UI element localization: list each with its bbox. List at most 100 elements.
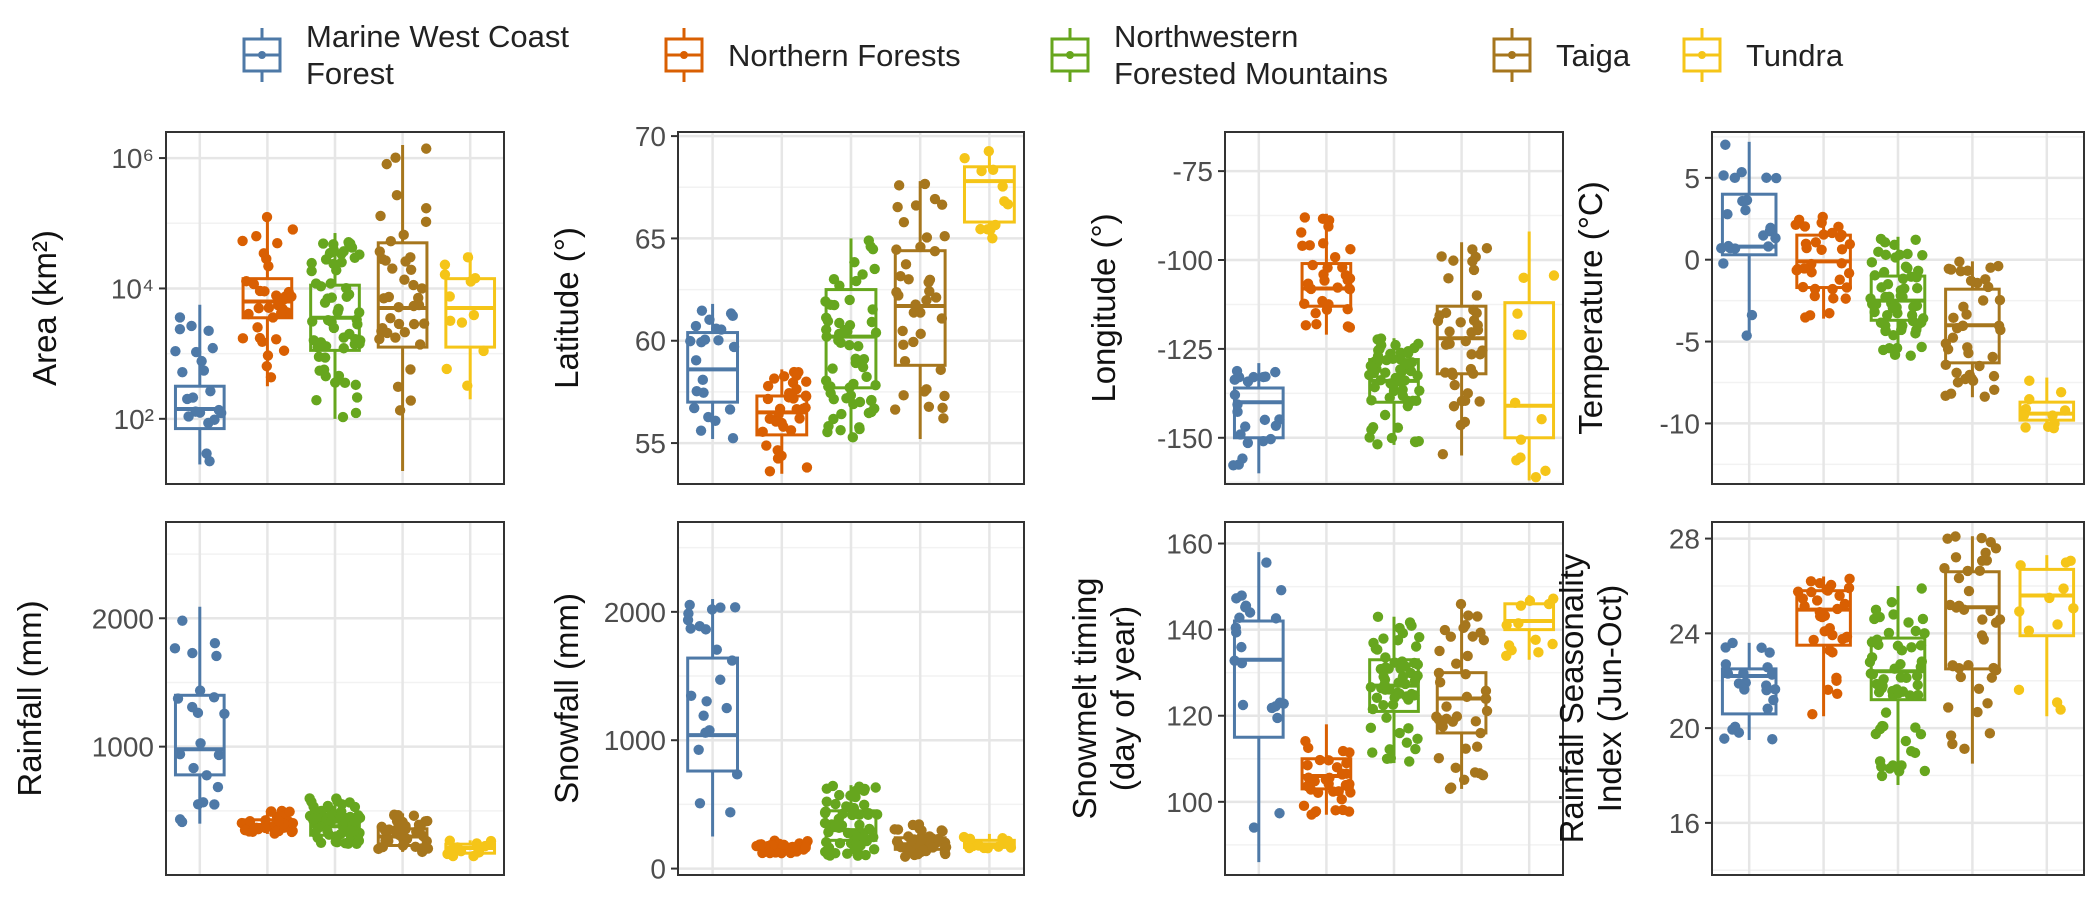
y-tick-label: 5 (1684, 163, 1700, 194)
data-point (254, 285, 266, 297)
data-point (1343, 283, 1355, 294)
data-point (1832, 603, 1843, 615)
data-point (1953, 600, 1965, 612)
data-point (1336, 794, 1347, 805)
panel-border (677, 521, 1025, 876)
data-point (444, 291, 455, 302)
data-point (1260, 371, 1271, 382)
data-point (892, 201, 903, 213)
y-axis-label: Latitude (°) (548, 227, 585, 389)
data-point (470, 272, 481, 284)
data-point (1790, 219, 1801, 230)
data-point (261, 211, 273, 223)
data-point (1824, 645, 1835, 656)
data-point (1994, 294, 2006, 306)
data-point (1985, 605, 1996, 617)
data-point (850, 353, 861, 365)
data-point (287, 818, 299, 829)
data-point (1991, 664, 2002, 676)
data-point (1729, 721, 1741, 733)
legend-item-tundra: Tundra (1680, 0, 1843, 110)
box-1 (1790, 211, 1856, 323)
data-point (1977, 614, 1988, 625)
data-point (1798, 263, 1810, 274)
box-1 (1792, 573, 1855, 720)
data-point (1976, 555, 1988, 567)
data-point (1979, 391, 1990, 402)
data-point (910, 200, 922, 211)
data-point (1763, 241, 1774, 252)
box-rect (2018, 400, 2076, 422)
box-3 (1940, 256, 2006, 402)
data-point (398, 229, 409, 241)
data-point (959, 152, 970, 164)
data-point (207, 342, 218, 354)
data-point (772, 445, 783, 456)
data-point (351, 392, 363, 403)
data-point (1819, 626, 1830, 637)
data-point (685, 335, 696, 347)
y-tick-label: -10 (1660, 408, 1700, 439)
data-point (345, 825, 356, 836)
y-tick-label: 0 (1684, 245, 1700, 276)
data-point (1515, 452, 1526, 463)
data-point (318, 364, 330, 375)
y-tick-label: 24 (1669, 618, 1700, 649)
box-1 (751, 835, 813, 859)
data-point (866, 316, 878, 328)
data-point (1840, 293, 1851, 304)
legend-label: Taiga (1556, 37, 1631, 73)
box-0 (1229, 552, 1289, 863)
data-point (828, 274, 840, 285)
data-point (332, 306, 343, 318)
data-point (858, 354, 870, 365)
data-point (1878, 266, 1890, 278)
data-point (1439, 624, 1451, 636)
data-point (485, 835, 497, 847)
data-point (1323, 221, 1334, 232)
data-point (1236, 641, 1247, 653)
y-tick-label: 1000 (604, 725, 666, 756)
box-rect (686, 331, 740, 404)
data-point (1444, 338, 1455, 350)
y-axis-label: (day of year) (1104, 606, 1141, 791)
data-point (778, 371, 790, 382)
data-point (243, 308, 254, 320)
data-point (177, 366, 188, 378)
data-point (169, 643, 181, 654)
data-point (1985, 262, 1996, 273)
data-point (254, 332, 266, 344)
data-point (1333, 786, 1344, 797)
data-point (182, 393, 193, 405)
data-point (400, 256, 411, 267)
data-point (939, 390, 950, 402)
data-point (910, 299, 921, 310)
y-tick-label: 2000 (92, 603, 154, 634)
legend-item-marine-west-coast-forest: Marine West Coast Forest (240, 0, 569, 110)
data-point (1530, 634, 1541, 646)
data-point (1378, 700, 1389, 711)
data-point (729, 602, 741, 613)
data-point (828, 413, 839, 425)
data-point (331, 793, 342, 804)
y-tick-label: 55 (635, 428, 666, 459)
data-point (1905, 271, 1917, 282)
data-point (1980, 547, 1991, 559)
legend-label: Northern Forests (728, 37, 961, 73)
data-point (1719, 733, 1730, 744)
y-tick-label: 1000 (92, 732, 154, 763)
data-point (851, 275, 862, 287)
data-point (1880, 249, 1892, 261)
box-2 (304, 793, 366, 849)
data-point (715, 674, 726, 685)
data-point (1987, 351, 1998, 363)
data-point (1232, 399, 1243, 410)
data-point (848, 378, 859, 390)
legend-item-northwestern-forested-mountains: Northwestern Forested Mountains (1048, 0, 1388, 110)
data-point (1536, 413, 1547, 425)
data-point (857, 269, 868, 280)
data-point (399, 327, 411, 338)
data-point (1843, 268, 1855, 279)
data-point (2014, 606, 2025, 617)
data-point (284, 806, 295, 817)
